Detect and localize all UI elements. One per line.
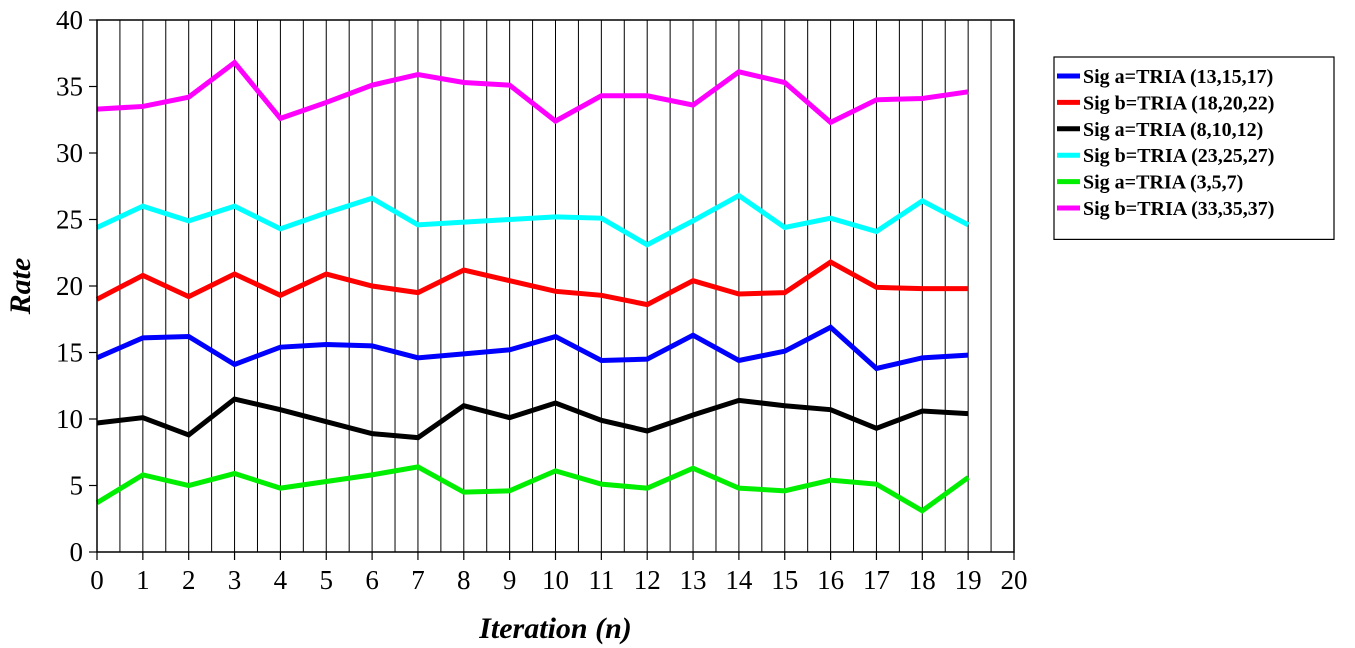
x-tick-label: 6 xyxy=(365,565,379,595)
series-line-6 xyxy=(96,59,969,126)
x-tick-label: 2 xyxy=(182,565,196,595)
x-tick-label: 20 xyxy=(1001,565,1028,595)
y-tick-label: 25 xyxy=(56,205,83,235)
legend-box xyxy=(1053,56,1335,240)
series-line-3 xyxy=(96,396,969,441)
x-tick-label: 8 xyxy=(457,565,471,595)
x-tick-label: 17 xyxy=(863,565,890,595)
series-line-1 xyxy=(96,324,969,372)
x-tick-label: 19 xyxy=(955,565,982,595)
y-tick-label: 30 xyxy=(56,138,83,168)
x-tick-label: 13 xyxy=(680,565,707,595)
legend-label: Sig b=TRIA (18,20,22) xyxy=(1083,92,1274,114)
x-tick-label: 18 xyxy=(909,565,936,595)
x-tick-label: 0 xyxy=(90,565,104,595)
legend-label: Sig a=TRIA (3,5,7) xyxy=(1083,172,1243,194)
x-tick-label: 7 xyxy=(411,565,425,595)
x-tick-label: 11 xyxy=(588,565,614,595)
x-axis-ticks: 0 1 2 3 4 5 6 7 8 9 10 11 12 13 14 15 16 17 18 19 20 xyxy=(90,552,1028,595)
x-tick-label: 9 xyxy=(503,565,517,595)
y-tick-label: 35 xyxy=(56,72,83,102)
x-tick-label: 1 xyxy=(136,565,150,595)
y-tick-label: 40 xyxy=(56,5,83,35)
y-tick-label: 20 xyxy=(56,271,83,301)
x-tick-label: 3 xyxy=(228,565,242,595)
series-line-4 xyxy=(95,192,970,248)
y-tick-label: 10 xyxy=(56,404,83,434)
x-tick-label: 10 xyxy=(542,565,569,595)
x-axis-title: Iteration (n) xyxy=(478,612,632,645)
grid-lines xyxy=(119,20,992,552)
legend-label: Sig b=TRIA (23,25,27) xyxy=(1083,145,1274,167)
y-axis-ticks: 0 5 10 15 20 25 30 35 40 xyxy=(56,5,97,567)
y-tick-label: 15 xyxy=(56,338,83,368)
x-tick-label: 12 xyxy=(634,565,661,595)
y-tick-label: 5 xyxy=(70,471,84,501)
legend: Sig a=TRIA (13,15,17) Sig b=TRIA (18,20,2… xyxy=(1053,56,1335,240)
x-tick-label: 4 xyxy=(274,565,288,595)
series-lines xyxy=(95,59,970,514)
y-tick-label: 0 xyxy=(70,537,84,567)
x-tick-label: 5 xyxy=(320,565,334,595)
x-tick-label: 14 xyxy=(725,565,753,595)
series-line-2 xyxy=(95,259,969,308)
y-axis-title: Rate xyxy=(4,258,37,316)
legend-label: Sig b=TRIA (33,35,37) xyxy=(1083,198,1274,220)
series-line-5 xyxy=(95,464,970,514)
x-tick-label: 15 xyxy=(771,565,798,595)
x-tick-label: 16 xyxy=(817,565,844,595)
legend-label: Sig a=TRIA (8,10,12) xyxy=(1083,119,1263,141)
legend-label: Sig a=TRIA (13,15,17) xyxy=(1083,66,1273,88)
